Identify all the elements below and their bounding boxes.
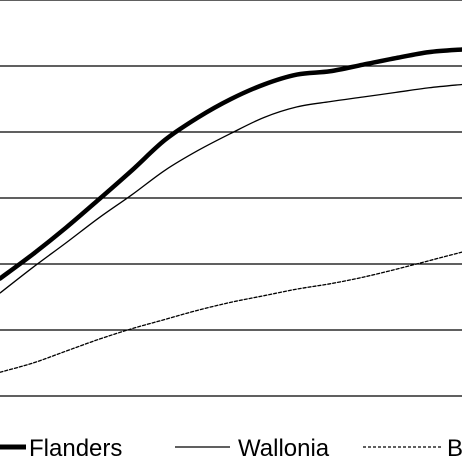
legend-label-b: B — [447, 435, 462, 462]
legend-label-wallonia: Wallonia — [238, 435, 330, 462]
series-line-b — [0, 251, 462, 373]
gridlines — [0, 0, 462, 397]
series-line-wallonia — [0, 83, 462, 294]
legend-label-flanders: Flanders — [29, 435, 122, 462]
series-lines — [0, 47, 462, 373]
series-line-flanders — [0, 47, 462, 281]
legend: Flanders Wallonia B — [0, 435, 462, 462]
